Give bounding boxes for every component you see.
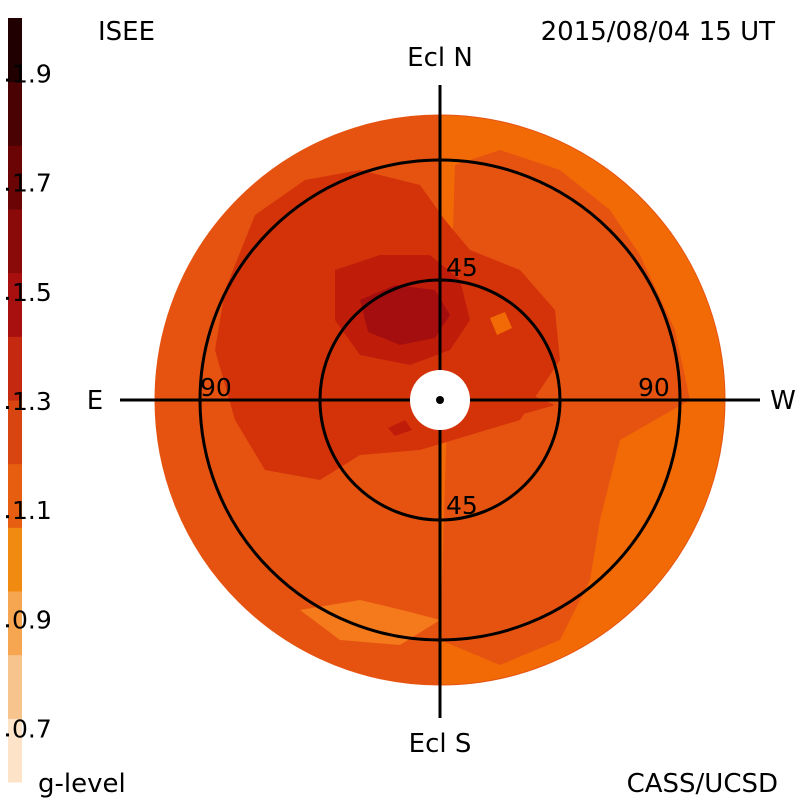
elongation-label-inner-bottom: 45 xyxy=(446,491,478,520)
colorbar-swatch xyxy=(8,718,22,783)
colorbar-tick-mark xyxy=(6,733,9,737)
colorbar-swatch xyxy=(8,463,22,528)
colorbar-tick-label: 1.3 xyxy=(12,387,52,416)
colorbar-swatch xyxy=(8,209,22,274)
colorbar-swatch xyxy=(8,272,22,337)
map-region-south-light xyxy=(300,600,440,645)
west-label: W xyxy=(770,386,796,416)
colorbar-tick-mark xyxy=(6,624,9,628)
colorbar-swatch xyxy=(8,145,22,210)
map-region-accent xyxy=(480,390,555,415)
colorbar-swatch xyxy=(8,400,22,465)
map-region-accent-2 xyxy=(490,312,512,335)
colorbar-swatch xyxy=(8,336,22,401)
colorbar-swatch xyxy=(8,591,22,656)
colorbar-tick-label: 0.7 xyxy=(12,714,52,743)
elongation-label-outer-right: 90 xyxy=(638,373,670,402)
colorbar-tick-mark xyxy=(6,296,9,300)
colorbar-tick-label: 1.1 xyxy=(12,496,52,525)
colorbar-tick-mark xyxy=(6,406,9,409)
colorbar-tick-label: 1.5 xyxy=(12,278,52,307)
colorbar-tick-mark xyxy=(6,187,9,191)
north-label: Ecl N xyxy=(407,43,473,73)
colorbar-ticks: 1.9 1.7 1.5 1.3 1.1 0.9 0.7 xyxy=(6,60,52,743)
colorbar-swatch xyxy=(8,654,22,719)
colorbar-tick-mark xyxy=(6,515,9,519)
sun-center-dot xyxy=(436,396,444,404)
colorbar-swatches xyxy=(8,18,22,783)
colorbar: 1.9 1.7 1.5 1.3 1.1 0.9 0.7 xyxy=(6,18,52,783)
east-label: E xyxy=(87,386,103,416)
colorbar-tick-label: 1.9 xyxy=(12,60,52,89)
colorbar-swatch xyxy=(8,18,22,83)
map-region-peak xyxy=(360,285,450,345)
source-label: ISEE xyxy=(98,17,155,47)
credit-label: CASS/UCSD xyxy=(627,769,778,799)
map-region-accent-3 xyxy=(388,420,412,436)
colorbar-tick-label: 1.7 xyxy=(12,169,52,198)
colorbar-tick-label: 0.9 xyxy=(12,605,52,634)
colorbar-swatch xyxy=(8,527,22,592)
elongation-label-inner-top: 45 xyxy=(446,253,478,282)
timestamp-label: 2015/08/04 15 UT xyxy=(541,17,775,47)
south-label: Ecl S xyxy=(409,729,472,759)
sky-map xyxy=(120,85,760,718)
elongation-label-outer-left: 90 xyxy=(200,373,232,402)
colorbar-tick-mark xyxy=(6,78,9,82)
colorbar-label: g-level xyxy=(38,769,126,799)
colorbar-swatch xyxy=(8,81,22,146)
